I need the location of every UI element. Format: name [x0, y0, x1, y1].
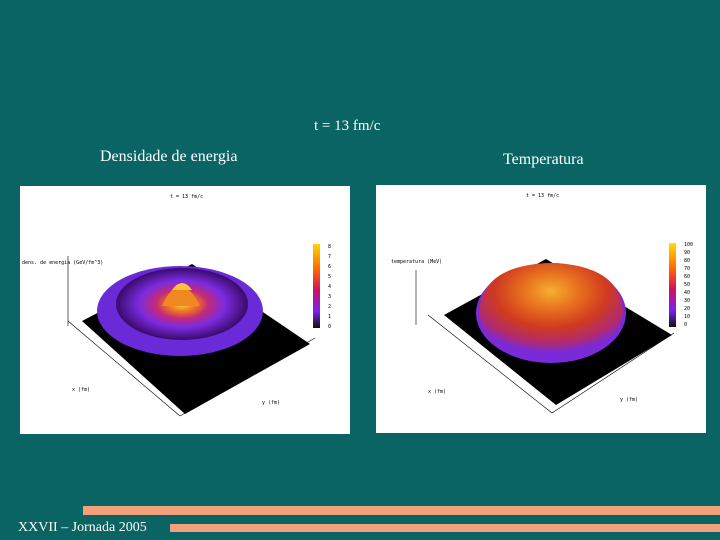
- colorbar-tick: 4: [328, 284, 331, 290]
- footer-text: XXVII – Jornada 2005: [18, 520, 147, 535]
- colorbar-tick: 1: [328, 314, 331, 320]
- colorbar-tick: 2: [328, 304, 331, 310]
- colorbar-tick: 8: [328, 244, 331, 250]
- colorbar-tick: 6: [328, 264, 331, 270]
- energy-peak-top: [172, 283, 192, 290]
- colorbar-tick: 7: [328, 254, 331, 260]
- z-axis-label: temperatura (MeV): [391, 259, 442, 265]
- colorbar-tick: 30: [684, 298, 690, 304]
- colorbar-tick: 60: [684, 274, 690, 280]
- colorbar-tick: 0: [328, 324, 331, 330]
- colorbar-tick: 40: [684, 290, 690, 296]
- colorbar-tick: 90: [684, 250, 690, 256]
- y-axis-label: y (fm): [262, 400, 280, 406]
- colorbar-tick: 10: [684, 314, 690, 320]
- colorbar-tick: 80: [684, 258, 690, 264]
- colorbar-tick: 70: [684, 266, 690, 272]
- plot-title: t = 13 fm/c: [526, 193, 559, 199]
- colorbar: [669, 243, 676, 327]
- y-axis-label: y (fm): [620, 397, 638, 403]
- energy-density-surface: t = 13 fm/c dens. de energia (GeV/fm^3) …: [22, 194, 331, 417]
- energy-density-plot: t = 13 fm/c dens. de energia (GeV/fm^3) …: [20, 186, 350, 434]
- colorbar-tick: 20: [684, 306, 690, 312]
- x-axis-label: x (fm): [72, 387, 90, 393]
- colorbar-tick: 5: [328, 274, 331, 280]
- footer-bar-bottom: [170, 524, 720, 532]
- plot-title: t = 13 fm/c: [170, 194, 203, 200]
- footer-bar-top: [83, 506, 720, 515]
- energy-density-title: Densidade de energia: [100, 148, 238, 165]
- z-axis-label: dens. de energia (GeV/fm^3): [22, 260, 103, 266]
- colorbar-tick: 50: [684, 282, 690, 288]
- colorbar-tick: 3: [328, 294, 331, 300]
- energy-peak: [162, 286, 200, 306]
- temperature-title: Temperatura: [503, 151, 584, 168]
- temperature-dome: [479, 263, 623, 357]
- time-label: t = 13 fm/c: [314, 118, 381, 134]
- colorbar: [313, 244, 320, 328]
- temperature-plot: t = 13 fm/c temperatura (MeV) x (fm) y (…: [376, 185, 706, 433]
- x-axis-label: x (fm): [428, 389, 446, 395]
- colorbar-tick: 0: [684, 322, 687, 328]
- colorbar-tick: 100: [684, 242, 693, 248]
- temperature-surface: t = 13 fm/c temperatura (MeV) x (fm) y (…: [391, 193, 693, 414]
